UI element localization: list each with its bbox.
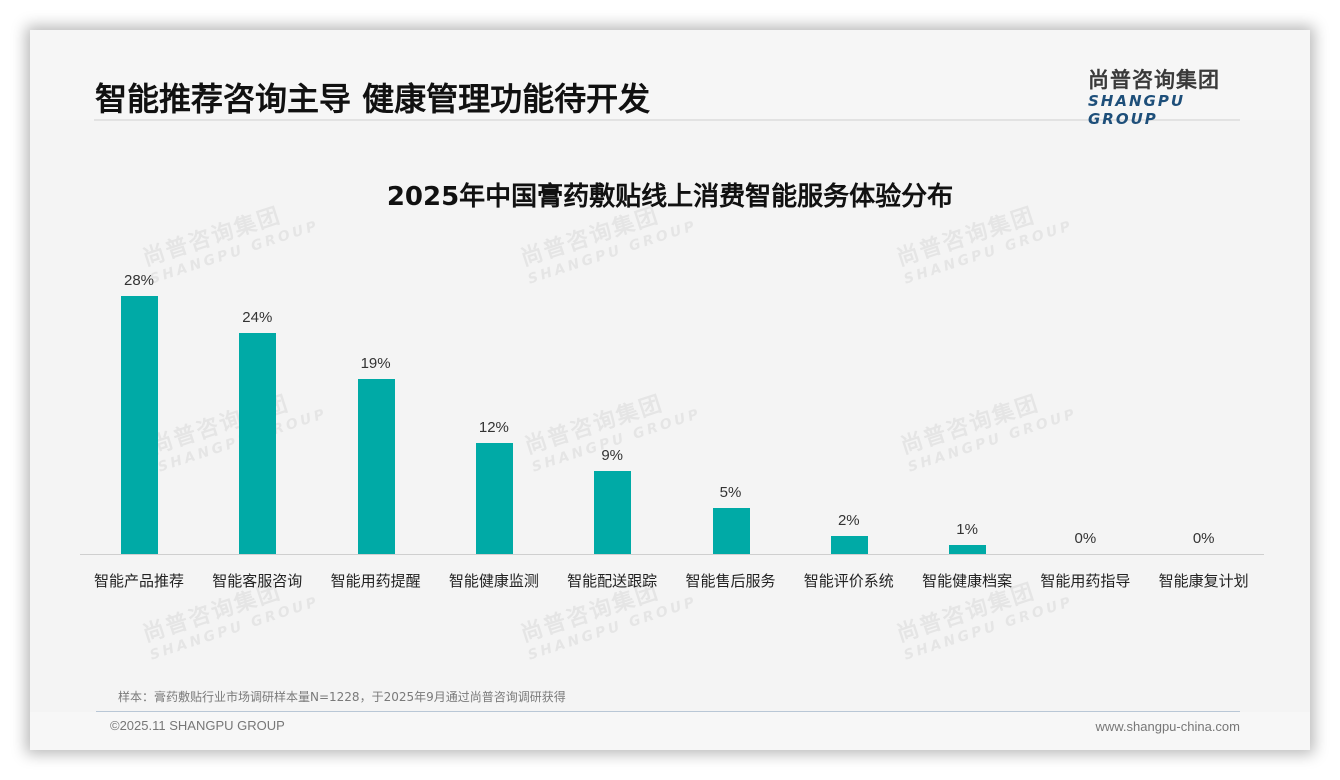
bar — [712, 508, 750, 554]
header-band — [30, 30, 1310, 120]
header-divider — [94, 119, 1240, 121]
bar-value-label: 2% — [837, 512, 860, 529]
website-text: www.shangpu-china.com — [1095, 719, 1240, 734]
bar — [357, 379, 395, 554]
bar-value-label: 28% — [123, 272, 155, 289]
logo-en-text: SHANGPU GROUP — [1088, 92, 1186, 128]
copyright-text: ©2025.11 SHANGPU GROUP — [110, 718, 285, 733]
x-axis-category-label: 智能配送跟踪 — [567, 572, 658, 590]
company-logo: 尚普咨询集团 SHANGPU GROUP — [1088, 64, 1248, 128]
x-axis-category-label: 智能康复计划 — [1158, 572, 1249, 590]
bar-value-label: 5% — [719, 484, 742, 501]
bar-value-label: 24% — [242, 309, 273, 326]
x-axis-category-label: 智能产品推荐 — [93, 572, 184, 590]
bar-group: 0% 智能康复计划 — [1145, 230, 1263, 630]
bar-value-label: 1% — [956, 521, 978, 538]
x-axis-category-label: 智能客服咨询 — [212, 572, 303, 590]
bar-value-label: 9% — [601, 447, 624, 464]
x-axis-category-label: 智能健康监测 — [448, 572, 539, 590]
chart-title: 2025年中国膏药敷贴线上消费智能服务体验分布 — [386, 182, 954, 212]
bar — [830, 536, 868, 554]
bar-chart: 28% 智能产品推荐 24% 智能客服咨询 19% 智能用药提醒 12% 智能健康监测 9% 智能… — [80, 230, 1264, 630]
bar-group: 19% 智能用药提醒 — [317, 230, 435, 630]
bar-group: 1% 智能健康档案 — [908, 230, 1026, 630]
bar-group: 12% 智能健康监测 — [435, 230, 553, 630]
x-axis-line — [80, 554, 1264, 555]
x-axis-category-label: 智能售后服务 — [685, 572, 776, 590]
bar-value-label: 19% — [360, 355, 391, 372]
sample-note: 样本：膏药敷贴行业市场调研样本量N=1228，于2025年9月通过尚普咨询调研获… — [118, 690, 566, 704]
bar — [594, 471, 632, 554]
bar-value-label: 12% — [478, 419, 509, 436]
x-axis-category-label: 智能用药提醒 — [330, 572, 421, 590]
logo-cn-text: 尚普咨询集团 — [1088, 68, 1220, 92]
bar-group: 2% 智能评价系统 — [790, 230, 908, 630]
bar-value-label: 0% — [1074, 530, 1097, 547]
bar-group: 24% 智能客服咨询 — [198, 230, 316, 630]
footer-divider — [96, 711, 1240, 712]
page-title: 智能推荐咨询主导 健康管理功能待开发 — [95, 80, 651, 118]
bar-group: 0% 智能用药指导 — [1026, 230, 1144, 630]
bar — [949, 545, 987, 554]
bar-value-label: 0% — [1192, 530, 1215, 547]
x-axis-category-label: 智能用药指导 — [1040, 572, 1131, 590]
slide-card: 智能推荐咨询主导 健康管理功能待开发 尚普咨询集团 SHANGPU GROUP … — [30, 30, 1310, 750]
bar — [121, 296, 158, 554]
footer-band — [30, 712, 1310, 750]
bar-group: 9% 智能配送跟踪 — [553, 230, 671, 630]
bar — [239, 333, 277, 554]
x-axis-category-label: 智能健康档案 — [922, 572, 1013, 590]
x-axis-category-label: 智能评价系统 — [803, 572, 894, 590]
bar — [475, 443, 513, 554]
bar-group: 28% 智能产品推荐 — [80, 230, 198, 630]
bar-group: 5% 智能售后服务 — [672, 230, 790, 630]
